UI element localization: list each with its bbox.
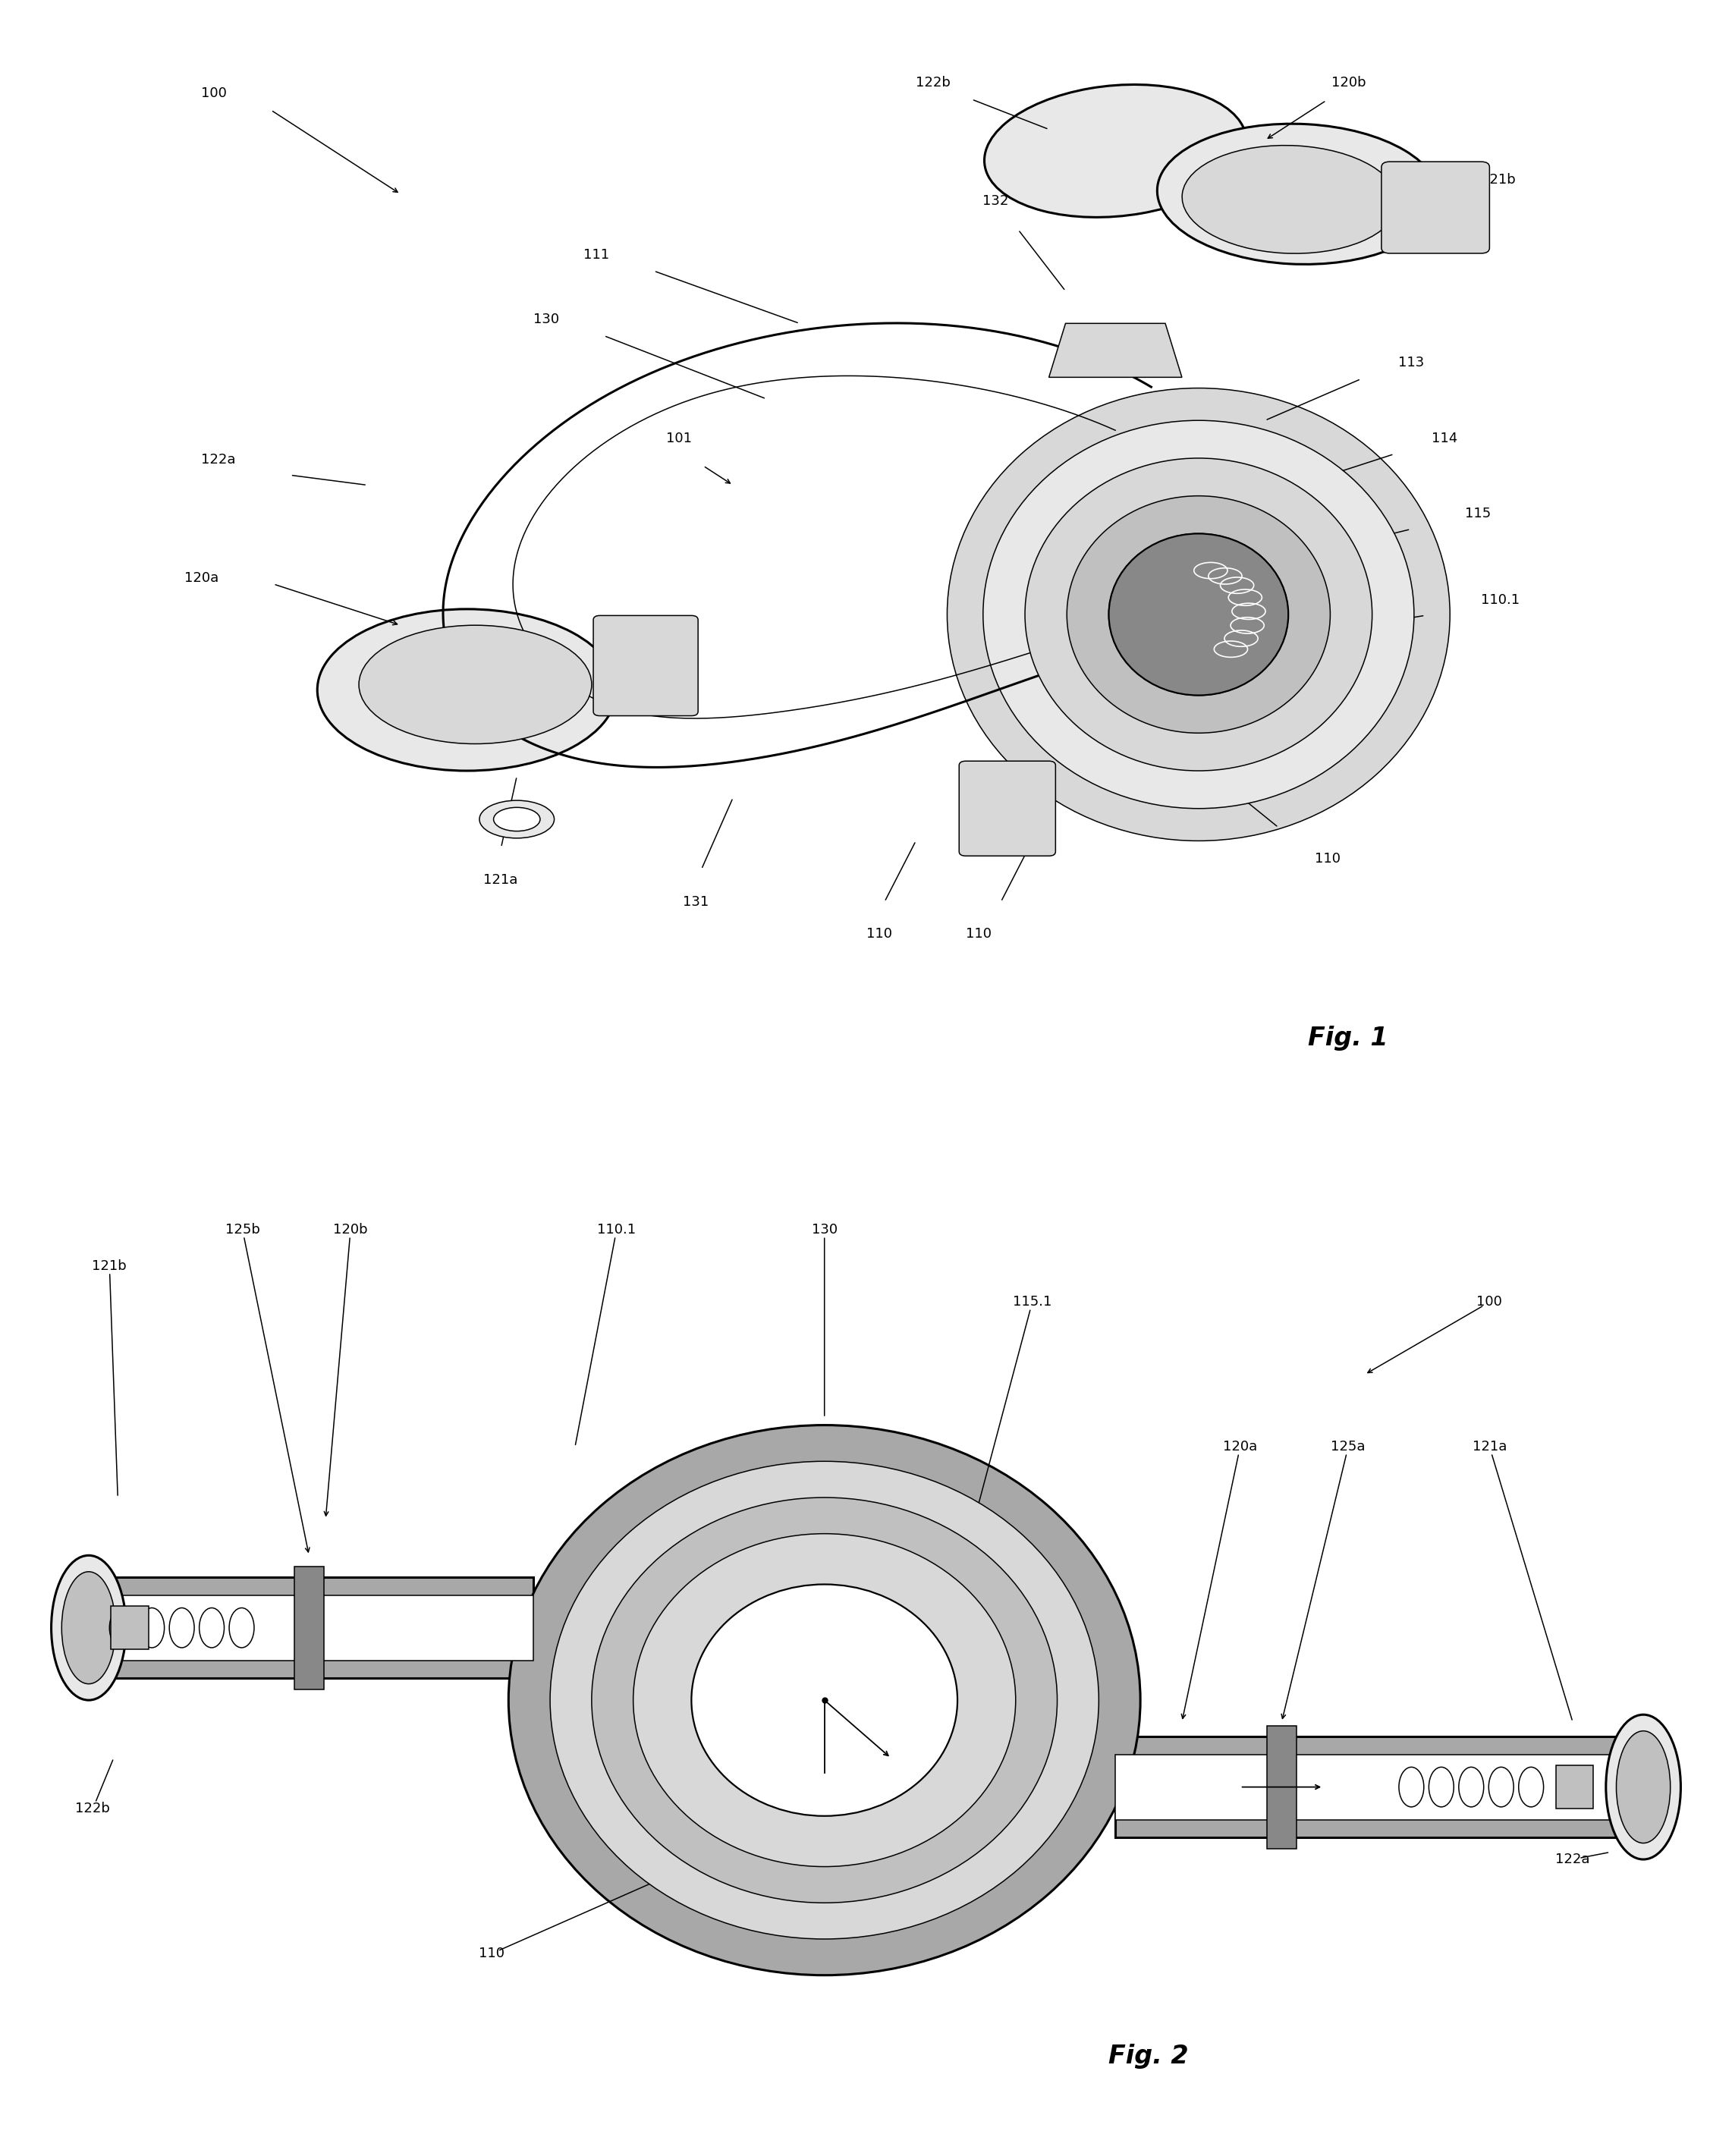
Ellipse shape: [52, 1554, 126, 1701]
Text: 114: 114: [1431, 431, 1457, 444]
Ellipse shape: [509, 1425, 1140, 1975]
Ellipse shape: [1108, 535, 1289, 696]
Text: 120b: 120b: [333, 1222, 367, 1238]
Text: 111: 111: [584, 248, 610, 261]
Text: Fig. 2: Fig. 2: [1108, 2044, 1188, 2070]
Text: 130: 130: [812, 1222, 837, 1238]
Text: 125b: 125b: [225, 1222, 260, 1238]
Text: 110.1: 110.1: [1481, 593, 1521, 606]
Text: 121a: 121a: [483, 873, 518, 886]
Text: 110: 110: [1315, 852, 1341, 865]
Text: 110.1: 110.1: [598, 1222, 636, 1238]
Text: 120b: 120b: [1332, 75, 1367, 88]
Text: 110: 110: [480, 1947, 504, 1960]
Ellipse shape: [480, 800, 554, 839]
Polygon shape: [109, 1595, 533, 1660]
Ellipse shape: [62, 1572, 116, 1684]
Text: 121b: 121b: [1481, 172, 1516, 185]
Polygon shape: [1050, 323, 1181, 377]
Ellipse shape: [1616, 1731, 1670, 1843]
Polygon shape: [1115, 1755, 1614, 1820]
Ellipse shape: [691, 1585, 958, 1815]
Text: 130: 130: [533, 313, 559, 326]
Ellipse shape: [317, 608, 617, 772]
Text: 115: 115: [1465, 507, 1491, 520]
Text: 125a: 125a: [1330, 1440, 1365, 1453]
Ellipse shape: [551, 1462, 1098, 1938]
Ellipse shape: [494, 806, 540, 832]
Polygon shape: [294, 1565, 324, 1690]
FancyBboxPatch shape: [1382, 162, 1490, 252]
Ellipse shape: [984, 84, 1247, 218]
Ellipse shape: [947, 388, 1450, 841]
Ellipse shape: [984, 420, 1413, 808]
Text: 122a: 122a: [1555, 1852, 1590, 1867]
FancyBboxPatch shape: [594, 617, 698, 716]
Text: 132: 132: [982, 194, 1008, 207]
Polygon shape: [1266, 1725, 1297, 1848]
Polygon shape: [76, 1578, 533, 1680]
Text: 121a: 121a: [1472, 1440, 1507, 1453]
Ellipse shape: [634, 1533, 1015, 1867]
Text: 101: 101: [667, 431, 693, 444]
Text: 110: 110: [866, 927, 892, 940]
Text: 113: 113: [1398, 356, 1424, 369]
Ellipse shape: [1181, 144, 1398, 254]
Text: 100: 100: [201, 86, 227, 99]
Ellipse shape: [359, 625, 592, 744]
Text: 131: 131: [682, 895, 708, 908]
Ellipse shape: [1025, 459, 1372, 772]
Text: 120a: 120a: [184, 571, 218, 584]
Text: 100: 100: [1477, 1296, 1502, 1309]
Ellipse shape: [1108, 535, 1289, 696]
FancyBboxPatch shape: [960, 761, 1055, 856]
Text: Fig. 1: Fig. 1: [1308, 1026, 1389, 1050]
Text: 122b: 122b: [916, 75, 951, 88]
Polygon shape: [1115, 1736, 1656, 1837]
FancyBboxPatch shape: [1555, 1766, 1593, 1809]
Text: 122a: 122a: [201, 453, 236, 466]
Text: 121b: 121b: [92, 1259, 126, 1272]
Text: 120a: 120a: [1223, 1440, 1257, 1453]
Text: 110: 110: [966, 927, 991, 940]
Ellipse shape: [592, 1498, 1057, 1904]
Text: 115.1: 115.1: [1013, 1296, 1051, 1309]
Ellipse shape: [1067, 496, 1330, 733]
Ellipse shape: [1606, 1714, 1680, 1858]
FancyBboxPatch shape: [111, 1606, 149, 1649]
Text: 122b: 122b: [76, 1802, 111, 1815]
Ellipse shape: [1157, 123, 1439, 265]
